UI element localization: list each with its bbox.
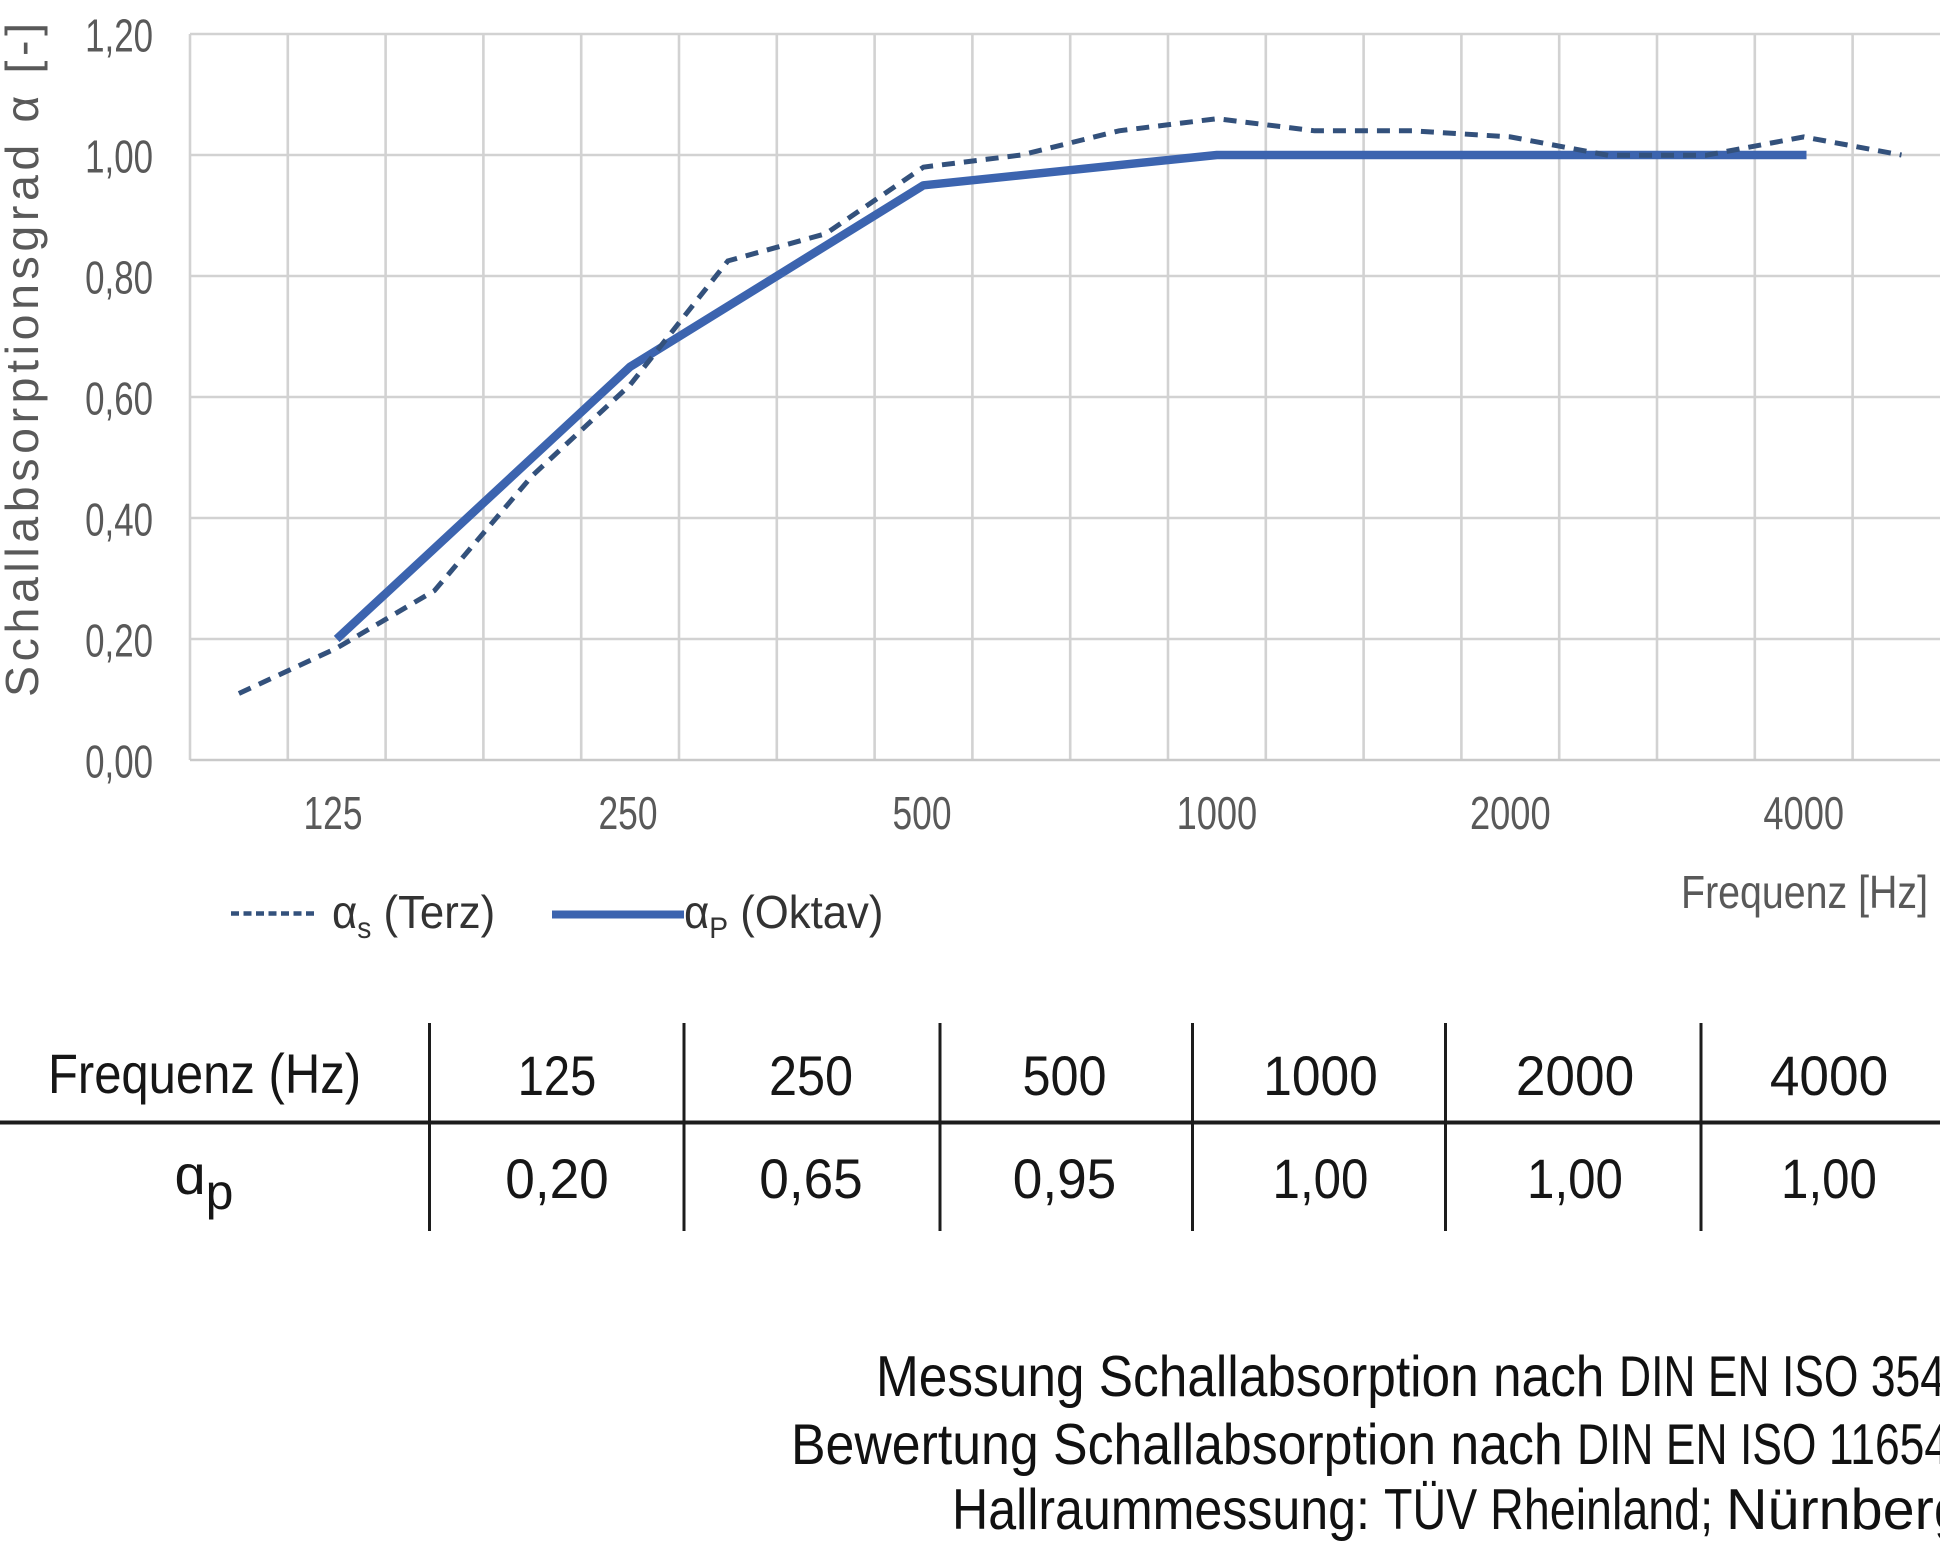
svg-text:Frequenz (Hz): Frequenz (Hz) bbox=[48, 1043, 361, 1106]
svg-text:Bewertung Schallabsorption nac: Bewertung Schallabsorption nach bbox=[791, 1411, 1563, 1476]
svg-text:0,65: 0,65 bbox=[759, 1148, 863, 1211]
svg-text:Nürnberg: Nürnberg bbox=[1726, 1478, 1940, 1542]
svg-text:125: 125 bbox=[518, 1044, 596, 1107]
svg-text:Frequenz [Hz]: Frequenz [Hz] bbox=[1681, 867, 1928, 919]
svg-text:ɑp: ɑp bbox=[175, 1143, 234, 1220]
svg-text:1,00: 1,00 bbox=[1781, 1148, 1877, 1211]
svg-text:0,60: 0,60 bbox=[85, 373, 153, 425]
svg-text:250: 250 bbox=[599, 787, 658, 839]
svg-text:1,20: 1,20 bbox=[85, 10, 153, 62]
svg-text:DIN EN ISO 11654: DIN EN ISO 11654 bbox=[1577, 1411, 1940, 1476]
svg-text:0,95: 0,95 bbox=[1013, 1148, 1117, 1211]
svg-text:Hallraummessung:: Hallraummessung: bbox=[952, 1478, 1370, 1542]
svg-text:Schallabsorptionsgrad α [-]: Schallabsorptionsgrad α [-] bbox=[0, 23, 48, 697]
svg-text:250: 250 bbox=[769, 1046, 853, 1108]
svg-text:1000: 1000 bbox=[1177, 787, 1258, 839]
svg-text:4000: 4000 bbox=[1763, 787, 1844, 839]
svg-text:1,00: 1,00 bbox=[1273, 1148, 1369, 1211]
svg-text:2000: 2000 bbox=[1516, 1045, 1634, 1108]
svg-text:0,40: 0,40 bbox=[85, 494, 153, 546]
svg-text:4000: 4000 bbox=[1770, 1045, 1888, 1108]
svg-text:2000: 2000 bbox=[1470, 787, 1551, 839]
svg-text:DIN EN ISO 354: DIN EN ISO 354 bbox=[1619, 1343, 1940, 1408]
svg-text:1000: 1000 bbox=[1263, 1045, 1378, 1107]
svg-text:0,00: 0,00 bbox=[85, 736, 153, 788]
svg-text:0,20: 0,20 bbox=[505, 1148, 609, 1211]
svg-text:Messung Schallabsorption nach: Messung Schallabsorption nach bbox=[876, 1344, 1604, 1408]
svg-text:TÜV Rheinland;: TÜV Rheinland; bbox=[1384, 1478, 1713, 1542]
svg-text:0,80: 0,80 bbox=[85, 252, 153, 304]
svg-text:0,20: 0,20 bbox=[85, 615, 153, 667]
svg-text:αP (Oktav): αP (Oktav) bbox=[684, 886, 883, 945]
svg-text:αs (Terz): αs (Terz) bbox=[332, 886, 495, 945]
svg-text:1,00: 1,00 bbox=[1527, 1148, 1623, 1211]
svg-text:1,00: 1,00 bbox=[85, 131, 153, 183]
svg-text:500: 500 bbox=[893, 787, 952, 839]
svg-text:500: 500 bbox=[1022, 1046, 1106, 1108]
svg-text:125: 125 bbox=[304, 787, 363, 839]
